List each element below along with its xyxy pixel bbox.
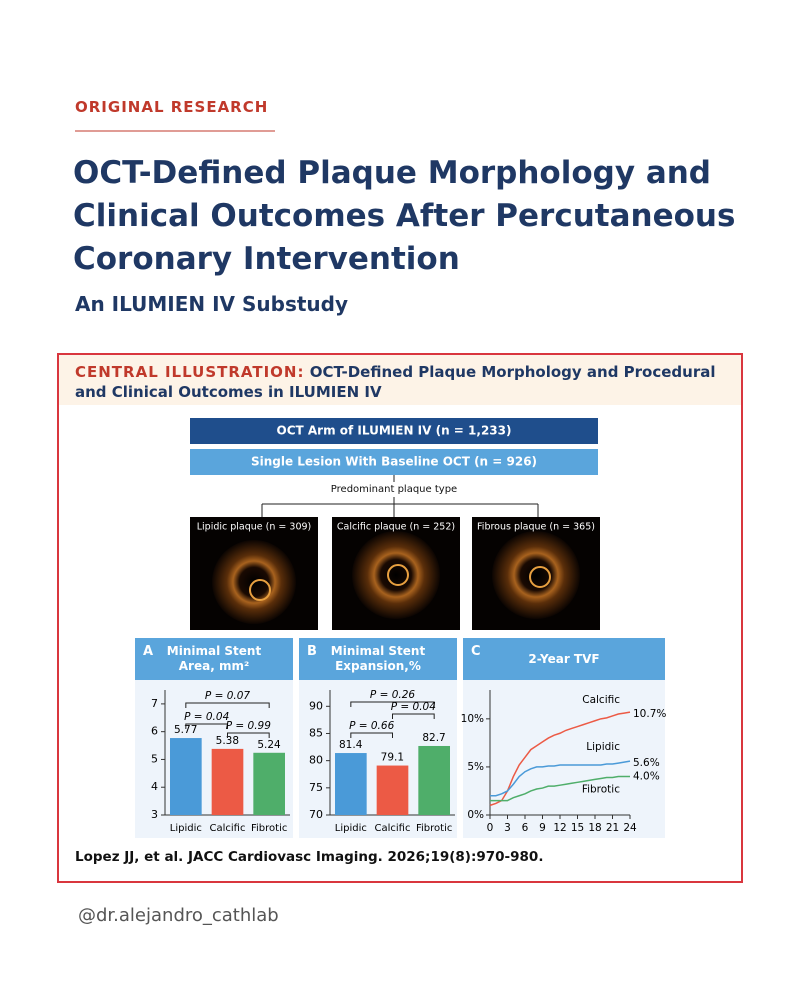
citation: Lopez JJ, et al. JACC Cardiovasc Imaging… [75,849,544,865]
x-tick-label: Fibrotic [251,823,287,834]
group-label: Calcific plaque (n = 252) [337,522,455,533]
x-tick-label: 12 [553,822,566,834]
x-tick-label: 15 [571,822,584,834]
panel-title: 2-Year TVF [528,651,600,666]
y-tick-label: 3 [151,808,158,821]
y-tick-label: 85 [309,726,323,739]
illustration-title: OCT-Defined Plaque Morphology and Proced… [75,363,716,401]
x-tick-label: Fibrotic [416,823,452,834]
x-tick-label: 0 [487,822,494,834]
value-label: 5.77 [174,724,197,736]
handle: @dr.alejandro_cathlab [78,905,279,926]
bar [418,745,450,815]
group-label: Lipidic plaque (n = 309) [197,522,312,533]
p-value: P = 0.26 [370,689,416,701]
panel-letter: A [143,644,154,659]
panel-header: C 2-Year TVF [463,638,665,680]
series-name: Fibrotic [582,784,620,796]
y-tick-label: 4 [151,780,158,793]
article-title: OCT-Defined Plaque Morphology and Clinic… [73,155,736,277]
article-subtitle: An ILUMIEN IV Substudy [75,292,348,316]
cohort-box [190,418,598,444]
x-tick-label: Calcific [375,823,411,834]
value-label: 5.38 [216,735,239,747]
x-tick-label: 18 [588,822,601,834]
subset-text: Single Lesion With Baseline OCT (n = 926… [251,455,537,469]
y-tick-label: 0% [467,809,484,821]
y-tick-label: 70 [309,808,323,821]
x-tick-label: 6 [522,822,529,834]
series-line [490,760,631,797]
p-value: P = 0.07 [205,690,251,702]
value-label: 82.7 [422,732,445,744]
bar [335,753,367,815]
bracket [350,701,435,707]
series-name: Lipidic [586,741,620,753]
y-tick-label: 5% [467,761,484,773]
tree-lines [261,475,539,517]
bar [253,752,285,815]
end-label: 5.6% [633,757,660,769]
panel-letter: B [307,644,317,659]
series-name: Calcific [582,694,620,706]
y-tick-label: 90 [309,699,323,712]
x-tick-label: Lipidic [170,823,202,834]
y-tick-label: 5 [151,752,158,765]
heading-band [59,355,741,405]
illustration-label: CENTRAL ILLUSTRATION: [75,363,305,381]
illustration-heading: CENTRAL ILLUSTRATION: OCT-Defined Plaque… [75,362,740,402]
x-tick-label: 9 [539,822,546,834]
x-tick-label: 3 [504,822,511,834]
p-value: P = 0.99 [226,720,272,732]
bracket [350,732,393,738]
value-label: 5.24 [257,739,281,751]
x-tick-label: 21 [606,822,619,834]
panel-header: A Minimal Stent Area, mm² [135,638,293,680]
subset-box [190,449,598,475]
branch-label: Predominant plaque type [331,484,457,495]
bar [376,765,409,815]
article-type: ORIGINAL RESEARCH [75,98,269,116]
p-value: P = 0.04 [391,701,436,713]
series-line [490,775,630,802]
y-tick-label: 10% [461,713,484,725]
p-value: P = 0.66 [349,720,395,732]
series-line [489,711,631,807]
value-label: 81.4 [339,739,363,751]
panel-background [463,680,665,838]
bracket [392,713,435,719]
x-tick-label: Calcific [210,823,246,834]
panel-header: B Minimal Stent Expansion,% [299,638,457,680]
bracket [185,702,270,708]
y-tick-label: 7 [151,697,158,710]
bar [211,748,244,815]
panel-title: Minimal Stent Area, mm² [166,644,262,673]
bracket [227,732,270,738]
y-tick-label: 75 [309,781,323,794]
bar [170,738,202,815]
p-value: P = 0.04 [184,711,229,723]
panel-letter: C [471,644,481,659]
panel-title: Minimal Stent Expansion,% [330,644,426,673]
y-tick-label: 80 [309,754,323,767]
end-label: 10.7% [633,708,666,720]
y-tick-label: 6 [151,725,158,738]
oct-images [190,517,600,630]
group-label: Fibrous plaque (n = 365) [477,522,595,533]
x-tick-label: Lipidic [335,823,367,834]
cohort-text: OCT Arm of ILUMIEN IV (n = 1,233) [277,424,512,438]
x-tick-label: 24 [623,822,637,834]
value-label: 79.1 [381,752,404,764]
end-label: 4.0% [633,771,660,783]
bracket [185,723,228,729]
